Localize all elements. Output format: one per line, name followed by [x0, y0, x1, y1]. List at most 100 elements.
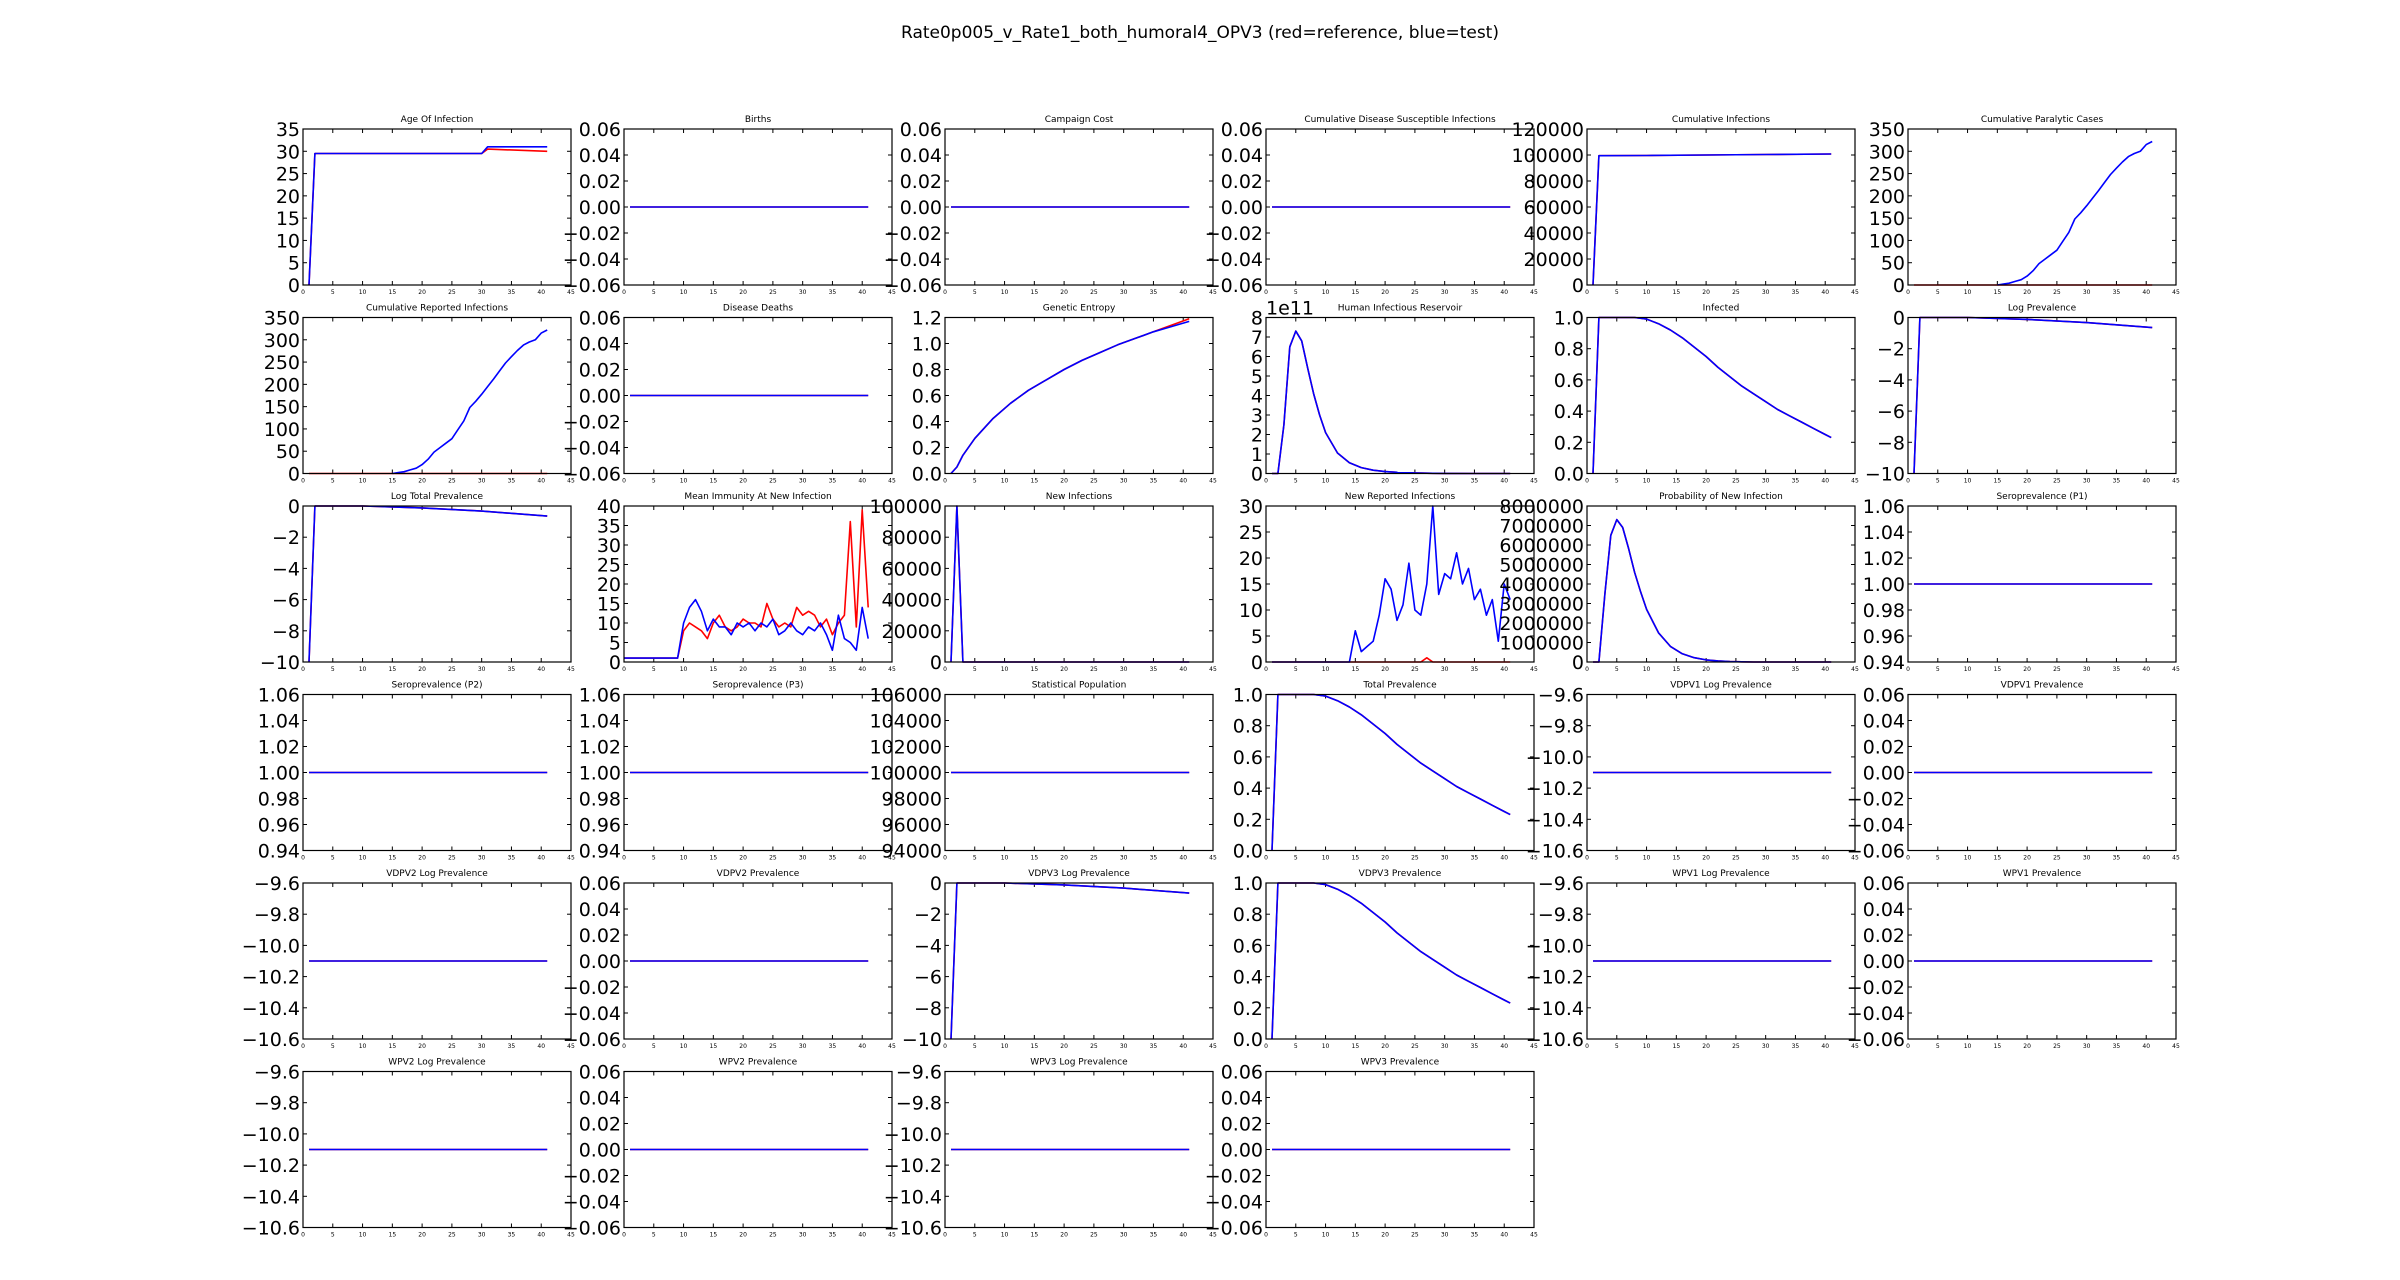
y-tick-label: 1.02	[258, 737, 300, 759]
series-line-reference	[1271, 882, 1511, 1040]
x-tick-label: 30	[478, 666, 486, 673]
plot-frame	[1265, 693, 1535, 852]
subplot-title: WPV2 Prevalence	[719, 1058, 798, 1068]
x-tick-label: 0	[301, 1043, 305, 1050]
subplot-title: Human Infectious Reservoir	[1338, 304, 1463, 314]
y-tick-label: 0	[609, 652, 621, 674]
y-tick-label: 150	[264, 397, 300, 419]
y-tick-label: 1.04	[579, 711, 621, 733]
y-tick-label: −10.2	[1526, 778, 1584, 800]
subplot-vdpv2-log-prevalence: VDPV2 Log Prevalence −10.6 −10.4 −10.2 −10.0…	[242, 869, 575, 1051]
subplot-seroprevalence-p2: Seroprevalence (P2) 0.94 0.96 0.98 1.00 1.02 1…	[258, 681, 575, 863]
y-tick-label: 1.00	[1863, 574, 1905, 596]
y-tick-label: 0	[288, 496, 300, 518]
x-tick-label: 30	[1120, 855, 1128, 862]
series-line-test	[1593, 518, 1832, 663]
y-tick-label: 0.02	[1221, 171, 1263, 193]
series-line-reference	[950, 505, 1190, 663]
x-tick-label: 35	[1150, 478, 1158, 485]
x-tick-label: 20	[2023, 666, 2031, 673]
x-tick-label: 15	[1031, 289, 1039, 296]
y-tick-label: 0.4	[1554, 401, 1584, 423]
x-tick-label: 35	[2113, 666, 2121, 673]
y-tick-label: −10.2	[242, 1155, 300, 1177]
y-tick-label: 100	[1869, 230, 1905, 252]
x-tick-label: 5	[1615, 289, 1619, 296]
plot-frame	[944, 1070, 1214, 1229]
subplot-probability-of-new-infection: Probability of New Infection010000002000…	[1499, 492, 1859, 674]
subplot-campaign-cost: Campaign Cost −0.06 −0.04 −0.02 0.00 0.02 0.04…	[884, 115, 1217, 297]
x-tick-label: 45	[567, 1232, 575, 1239]
x-tick-label: 40	[1179, 289, 1187, 296]
x-tick-label: 0	[943, 855, 947, 862]
y-tick-label: 0.06	[579, 873, 621, 895]
x-tick-label: 0	[1264, 666, 1268, 673]
x-tick-label: 30	[1441, 478, 1449, 485]
x-tick-label: 20	[1702, 666, 1710, 673]
plot-frame	[623, 505, 893, 663]
y-tick-label: −0.06	[563, 464, 621, 486]
subplot-title: VDPV3 Prevalence	[1359, 869, 1442, 879]
x-tick-label: 20	[418, 855, 426, 862]
subplot-title: Age Of Infection	[401, 115, 474, 125]
x-tick-label: 20	[1060, 1232, 1068, 1239]
x-tick-label: 10	[359, 666, 367, 673]
y-tick-label: −0.04	[563, 438, 621, 460]
y-tick-label: 20000	[1524, 249, 1584, 271]
x-tick-label: 15	[710, 478, 718, 485]
series-line-reference	[950, 318, 1190, 475]
x-tick-label: 5	[1936, 478, 1940, 485]
x-tick-label: 40	[537, 1043, 545, 1050]
x-tick-label: 45	[1209, 666, 1217, 673]
y-tick-label: −9.8	[896, 1093, 942, 1115]
y-tick-label: 0.4	[1233, 778, 1263, 800]
y-tick-label: 20	[1239, 548, 1263, 570]
plot-frame	[944, 693, 1214, 852]
x-tick-label: 15	[1352, 666, 1360, 673]
x-tick-label: 0	[301, 855, 305, 862]
x-tick-label: 20	[418, 1043, 426, 1050]
plot-frame	[1907, 505, 2177, 663]
plot-frame	[1586, 693, 1856, 852]
x-tick-label: 0	[1906, 289, 1910, 296]
y-tick-label: 0	[1251, 652, 1263, 674]
plot-frame	[302, 693, 572, 852]
y-tick-label: 7000000	[1499, 516, 1584, 538]
x-tick-label: 30	[1441, 1043, 1449, 1050]
subplot-title: WPV2 Log Prevalence	[388, 1058, 486, 1068]
y-tick-label: −8	[1877, 432, 1905, 454]
y-tick-label: −10.0	[884, 1124, 942, 1146]
y-tick-label: −2	[914, 904, 942, 926]
subplot-vdpv3-prevalence: VDPV3 Prevalence 0.0 0.2 0.4 0.6 0.8 1.0 0 5 10 15…	[1233, 869, 1538, 1051]
y-tick-label: 80000	[1524, 171, 1584, 193]
series-line-reference	[308, 148, 548, 286]
subplot-vdpv3-log-prevalence: VDPV3 Log Prevalence −10 −8 −6 −4 −2 0 0 5 10 15 20…	[902, 869, 1217, 1051]
series-line-reference	[1593, 518, 1832, 663]
plot-frame	[623, 1070, 893, 1229]
x-tick-label: 15	[389, 1043, 397, 1050]
x-tick-label: 45	[567, 855, 575, 862]
y-tick-label: −10.4	[884, 1186, 942, 1208]
y-tick-label: −0.02	[884, 223, 942, 245]
x-tick-label: 5	[1294, 289, 1298, 296]
y-tick-label: 0.02	[1863, 925, 1905, 947]
y-tick-label: 0.04	[1221, 145, 1263, 167]
series-line-test	[1592, 153, 1832, 286]
y-tick-label: 0	[1572, 275, 1584, 297]
y-tick-label: −2	[272, 527, 300, 549]
x-tick-label: 5	[973, 666, 977, 673]
y-tick-label: 0.0	[1554, 464, 1584, 486]
x-tick-label: 20	[418, 289, 426, 296]
series-line-reference	[1272, 330, 1511, 475]
x-tick-label: 45	[1209, 1232, 1217, 1239]
x-tick-label: 10	[1643, 855, 1651, 862]
x-tick-label: 30	[2083, 289, 2091, 296]
x-tick-label: 35	[508, 1043, 516, 1050]
y-tick-label: 0	[930, 873, 942, 895]
x-tick-label: 20	[739, 478, 747, 485]
x-tick-label: 45	[1851, 289, 1859, 296]
subplot-title: Genetic Entropy	[1043, 304, 1116, 314]
x-tick-label: 40	[537, 666, 545, 673]
